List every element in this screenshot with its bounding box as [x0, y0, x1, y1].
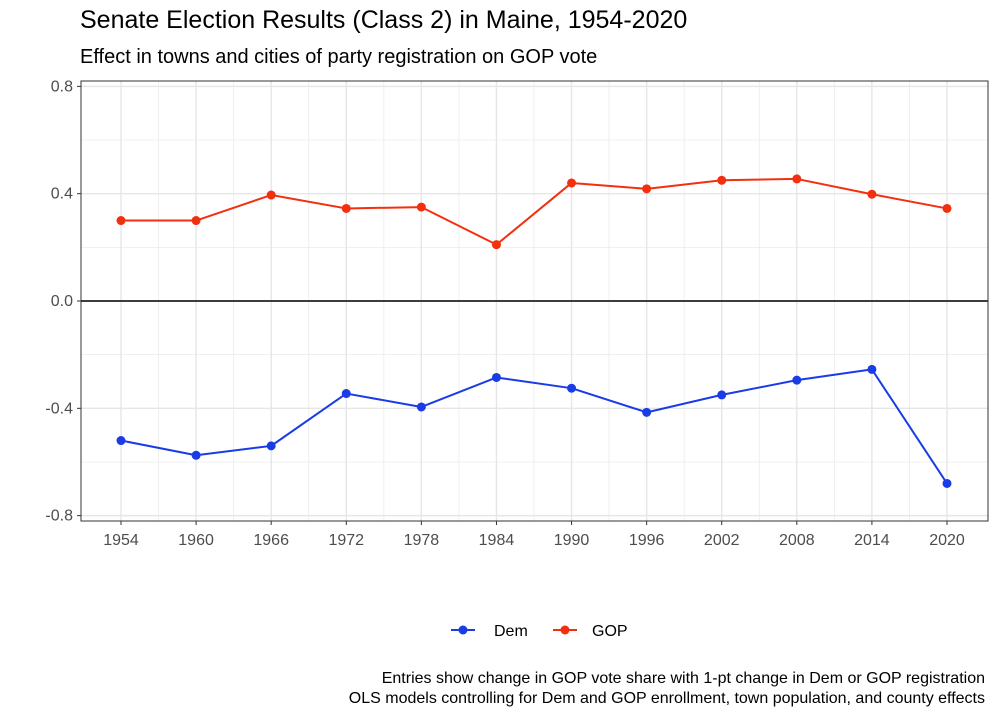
data-point-gop [416, 202, 426, 212]
data-point-dem [717, 390, 727, 400]
legend-item-gop: GOP [553, 623, 628, 640]
data-point-gop [266, 190, 276, 200]
legend: Dem GOP [451, 623, 628, 640]
data-point-gop [491, 240, 501, 250]
x-tick-label: 1996 [629, 532, 665, 549]
data-point-dem [942, 478, 952, 488]
data-point-dem [567, 383, 577, 393]
data-point-dem [792, 375, 802, 385]
legend-gop-label: GOP [592, 623, 628, 640]
chart-title: Senate Election Results (Class 2) in Mai… [80, 6, 687, 34]
x-tick-label: 2014 [854, 532, 890, 549]
series-layer [116, 174, 952, 488]
x-tick-label: 2020 [929, 532, 965, 549]
plot-area [80, 80, 989, 522]
data-point-gop [341, 203, 351, 213]
y-tick-label: 0.8 [51, 78, 73, 95]
x-tick-label: 1966 [253, 532, 289, 549]
x-tick-label: 1984 [479, 532, 515, 549]
data-point-gop [116, 216, 126, 226]
data-point-gop [642, 184, 652, 194]
data-point-dem [491, 372, 501, 382]
data-point-gop [867, 189, 877, 199]
data-point-dem [266, 441, 276, 451]
data-point-gop [717, 175, 727, 185]
x-tick-label: 1960 [178, 532, 214, 549]
x-tick-label: 1978 [404, 532, 440, 549]
data-point-gop [792, 174, 802, 184]
x-axis: 1954 1960 1966 1972 1978 1984 1990 1996 2002 2008… [103, 521, 965, 549]
data-point-gop [942, 203, 952, 213]
y-tick-label: 0.0 [51, 293, 73, 310]
x-tick-label: 2002 [704, 532, 740, 549]
series-line-dem [120, 368, 948, 484]
data-point-dem [416, 402, 426, 412]
caption-line-1: Entries show change in GOP vote share wi… [382, 670, 985, 687]
legend-dem-label: Dem [494, 623, 528, 640]
y-tick-label: -0.4 [45, 400, 73, 417]
data-point-dem [642, 407, 652, 417]
legend-item-dem: Dem [451, 623, 528, 640]
caption-line-2: OLS models controlling for Dem and GOP e… [349, 690, 985, 707]
series-line-gop [121, 177, 948, 246]
x-tick-label: 1990 [554, 532, 590, 549]
x-tick-label: 1954 [103, 532, 139, 549]
data-point-dem [341, 389, 351, 399]
y-axis: 0.8 0.4 0.0 -0.4 -0.8 [45, 78, 81, 525]
data-point-dem [191, 450, 201, 460]
y-tick-label: 0.4 [51, 186, 73, 203]
data-point-dem [867, 364, 877, 374]
y-tick-label: -0.8 [45, 508, 73, 525]
x-tick-label: 2008 [779, 532, 815, 549]
x-tick-label: 1972 [328, 532, 364, 549]
legend-gop-marker [560, 625, 570, 635]
data-point-gop [567, 178, 577, 188]
chart-subtitle: Effect in towns and cities of party regi… [80, 46, 597, 68]
data-point-gop [191, 216, 201, 226]
legend-dem-marker [458, 625, 468, 635]
data-point-dem [116, 436, 126, 446]
